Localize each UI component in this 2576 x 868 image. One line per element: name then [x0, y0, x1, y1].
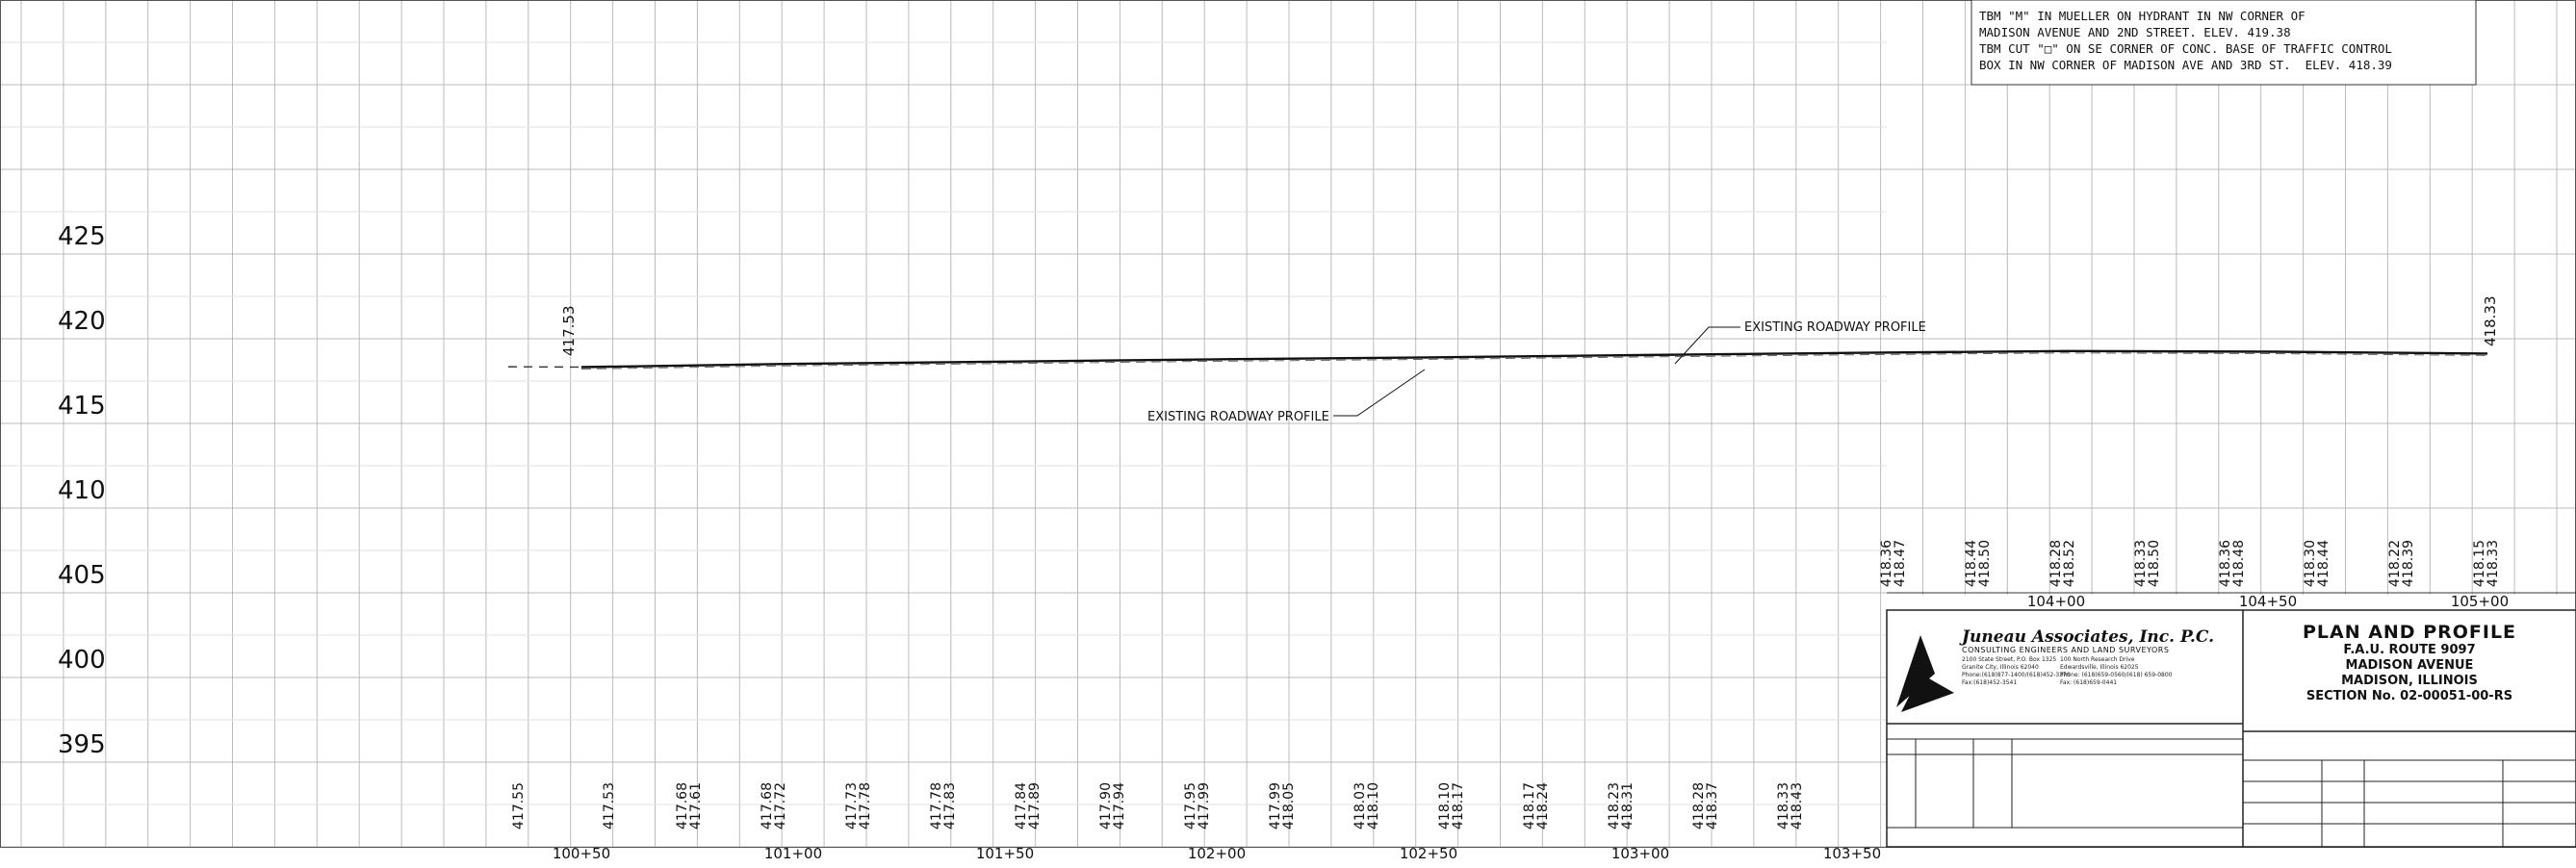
elevation-label: 418.24 — [1535, 782, 1551, 830]
elevation-label-right: 418.47 — [1893, 540, 1908, 587]
title-city: MADISON, ILLINOIS — [2243, 674, 2576, 689]
firm-name: Juneau Associates, Inc. P.C. — [1962, 627, 2214, 647]
station-label: 103+00 — [1611, 845, 1669, 862]
y-axis-label: 405 — [58, 561, 106, 590]
title-section: SECTION No. 02-00051-00-RS — [2243, 689, 2576, 704]
profile-label-upper: EXISTING ROADWAY PROFILE — [1744, 320, 1926, 335]
elevation-label: 417.83 — [942, 782, 958, 830]
y-axis-label: 425 — [58, 222, 106, 251]
firm-address-left: 2100 State Street, P.O. Box 1325 Granite… — [1962, 656, 2071, 687]
y-axis-label: 420 — [58, 307, 106, 336]
elevation-label-right: 418.50 — [1977, 540, 1993, 587]
firm-address-right: 100 North Research Drive Edwardsville, I… — [2060, 656, 2172, 687]
elevation-label: 418.43 — [1790, 782, 1805, 830]
elevation-label-right: 418.33 — [2486, 540, 2501, 587]
title-block: PLAN AND PROFILE F.A.U. ROUTE 9097 MADIS… — [2243, 622, 2576, 704]
station-label: 103+50 — [1823, 845, 1881, 862]
tbm-line-1: TBM "M" IN MUELLER ON HYDRANT IN NW CORN… — [1979, 9, 2306, 23]
station-label: 101+50 — [976, 845, 1034, 862]
station-label: 100+50 — [553, 845, 610, 862]
title-route: F.A.U. ROUTE 9097 — [2243, 643, 2576, 658]
station-label-upper: 105+00 — [2451, 593, 2509, 610]
elevation-label: 417.72 — [773, 782, 788, 830]
elevation-label: 418.37 — [1705, 782, 1720, 830]
elevation-label: 417.99 — [1197, 782, 1212, 830]
elevation-label-right: 418.48 — [2231, 540, 2247, 587]
elevation-label: 417.55 — [511, 782, 527, 830]
elevation-label: 418.31 — [1620, 782, 1636, 830]
station-label: 102+50 — [1400, 845, 1457, 862]
tbm-line-4: BOX IN NW CORNER OF MADISON AVE AND 3RD … — [1979, 58, 2392, 72]
firm-tagline: CONSULTING ENGINEERS AND LAND SURVEYORS — [1962, 646, 2169, 654]
y-axis-label: 400 — [58, 646, 106, 675]
elevation-label: 417.53 — [602, 782, 617, 830]
elevation-label-right: 418.39 — [2401, 540, 2416, 587]
tbm-line-3: TBM CUT "□" ON SE CORNER OF CONC. BASE O… — [1979, 41, 2392, 56]
y-axis-label: 395 — [58, 730, 106, 759]
station-label: 101+00 — [764, 845, 822, 862]
profile-label-lower: EXISTING ROADWAY PROFILE — [1147, 410, 1329, 424]
end-elevation-label: 418.33 — [2482, 296, 2499, 347]
title-main: PLAN AND PROFILE — [2243, 622, 2576, 643]
elevation-label-right: 418.52 — [2062, 540, 2077, 587]
station-label-upper: 104+00 — [2027, 593, 2085, 610]
leader-lower — [1333, 370, 1425, 416]
elevation-label: 417.94 — [1112, 782, 1127, 830]
elevation-label: 418.05 — [1281, 782, 1297, 830]
elevation-label: 417.78 — [858, 782, 873, 830]
tbm-line-2: MADISON AVENUE AND 2ND STREET. ELEV. 419… — [1979, 25, 2291, 39]
y-axis-label: 415 — [58, 392, 106, 421]
elevation-label: 418.17 — [1451, 782, 1466, 830]
station-label: 102+00 — [1188, 845, 1246, 862]
start-elevation-label: 417.53 — [560, 306, 578, 357]
elevation-label-right: 418.50 — [2147, 540, 2162, 587]
y-axis-label: 410 — [58, 476, 106, 505]
elevation-label: 418.10 — [1366, 782, 1381, 830]
tbm-note: TBM "M" IN MUELLER ON HYDRANT IN NW CORN… — [1971, 4, 2476, 83]
station-label-upper: 104+50 — [2239, 593, 2297, 610]
elevation-label-right: 418.44 — [2316, 540, 2331, 587]
title-street: MADISON AVENUE — [2243, 658, 2576, 674]
leader-upper — [1675, 327, 1740, 364]
elevation-label: 417.61 — [688, 782, 704, 830]
elevation-label: 417.89 — [1027, 782, 1043, 830]
